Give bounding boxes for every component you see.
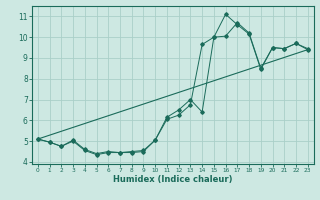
X-axis label: Humidex (Indice chaleur): Humidex (Indice chaleur) [113, 175, 233, 184]
